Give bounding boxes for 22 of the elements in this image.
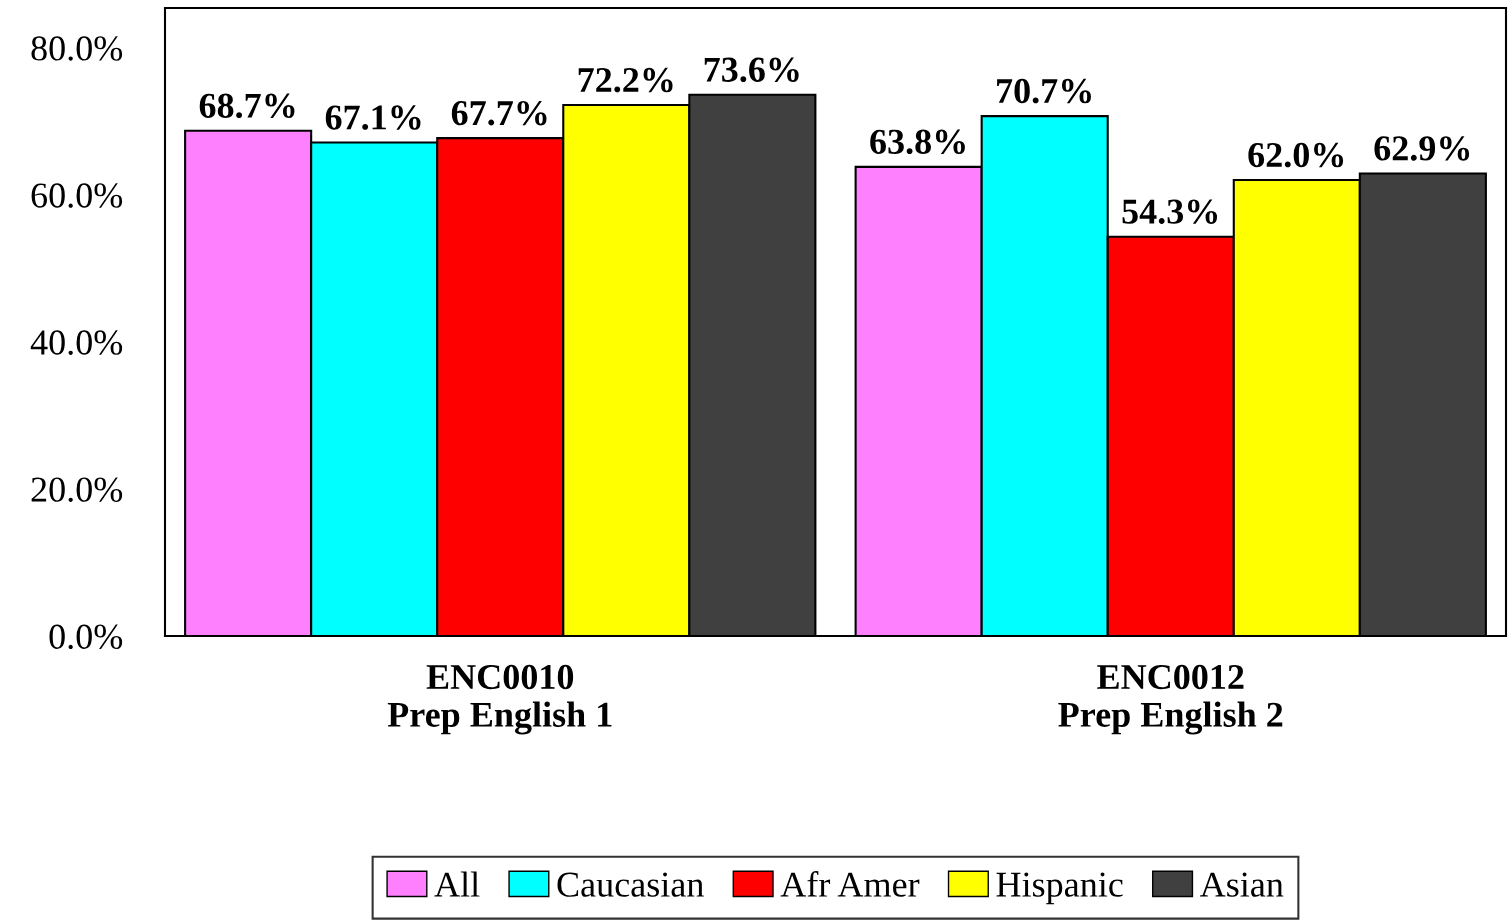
data-label: 72.2%	[578, 67, 673, 93]
data-label: 67.1%	[325, 105, 421, 130]
data-label: 62.0%	[1248, 142, 1344, 168]
legend-label: Hispanic	[996, 872, 1123, 905]
data-label: 54.3%	[1122, 199, 1218, 224]
y-tick-label: 60.0%	[31, 183, 123, 208]
data-label: 70.7%	[997, 78, 1091, 104]
data-label: 63.8%	[870, 129, 965, 155]
x-tick-label: ENC0010 Prep English 1	[387, 664, 612, 735]
y-tick-label: 20.0%	[31, 477, 123, 502]
data-label: 73.6%	[704, 57, 799, 83]
data-label: 68.7%	[199, 93, 295, 119]
legend-label: Caucasian	[557, 872, 704, 897]
x-tick-label: ENC0012 Prep English 2	[1058, 664, 1283, 735]
y-tick-label: 40.0%	[30, 330, 123, 355]
data-label: 67.7%	[451, 100, 547, 126]
legend-label: Afr Amer	[780, 871, 920, 897]
data-label: 62.9%	[1374, 136, 1470, 161]
legend-label: Asian	[1200, 872, 1284, 897]
y-tick-label: 0.0%	[49, 624, 123, 650]
legend-label: All	[434, 871, 480, 897]
y-tick-label: 80.0%	[31, 36, 123, 61]
